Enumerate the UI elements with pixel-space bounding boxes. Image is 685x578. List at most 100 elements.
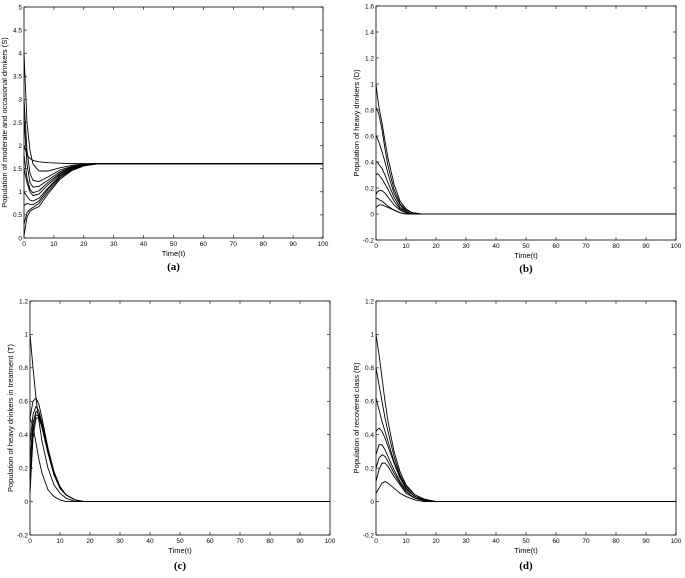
x-tick-label: 50 [522, 243, 530, 250]
x-tick-label: 100 [318, 241, 329, 248]
plot-frame [375, 5, 677, 241]
x-tick-label: 80 [260, 241, 268, 248]
x-tick-label: 0 [22, 241, 26, 248]
series-line-3 [375, 135, 676, 215]
series-line-8 [375, 204, 676, 215]
x-tick-label: 10 [402, 243, 410, 250]
y-tick-label: 0.4 [19, 432, 28, 439]
x-tick-label: 50 [176, 538, 184, 545]
y-tick-label: 1 [370, 81, 374, 88]
x-tick-label: 50 [170, 241, 178, 248]
x-tick-label: 60 [206, 538, 214, 545]
y-tick-label: -0.2 [17, 532, 29, 539]
x-tick-label: 30 [462, 538, 470, 545]
series-line-3 [375, 397, 676, 503]
series-line-8 [375, 481, 676, 503]
x-axis-label: Time(t) [514, 251, 538, 260]
series-line-5 [375, 444, 676, 503]
series-line-3 [23, 117, 323, 188]
chart-d-svg: 0 10 20 30 40 50 60 70 80 90 100-0.200.20.40.60.81… [352, 298, 682, 572]
y-tick-label: -0.2 [363, 532, 375, 539]
chart-c-svg: 0 10 20 30 40 50 60 70 80 90 100-0.200.20.40.60.81… [6, 298, 336, 572]
y-tick-label: 1.2 [19, 298, 28, 305]
y-tick-label: 0.6 [365, 399, 374, 406]
x-tick-label: 20 [432, 243, 440, 250]
panel-label: (d) [519, 560, 533, 572]
y-tick-label: 1.4 [365, 29, 374, 36]
y-tick-label: 0.2 [19, 465, 28, 472]
x-axis-label: Time(t) [168, 546, 192, 555]
x-tick-label: 10 [50, 241, 58, 248]
y-tick-label: 0 [18, 235, 22, 242]
series-line-5 [23, 154, 323, 194]
series-line-7 [375, 462, 676, 503]
x-tick-label: 40 [492, 538, 500, 545]
x-tick-label: 90 [289, 241, 297, 248]
y-tick-label: 0 [24, 499, 28, 506]
series-line-5 [375, 173, 676, 215]
x-tick-label: 0 [28, 538, 32, 545]
series-line-5 [29, 414, 330, 503]
series-line-10 [23, 163, 323, 236]
series-line-4 [375, 427, 676, 503]
x-tick-label: 20 [86, 538, 94, 545]
plot-frame [23, 6, 324, 239]
x-tick-label: 70 [582, 243, 590, 250]
y-tick-label: 0.8 [19, 365, 28, 372]
y-tick-label: -0.2 [363, 237, 375, 244]
y-tick-label: 1 [18, 189, 22, 196]
y-axis-label: Population of recovered class (R) [352, 362, 361, 473]
y-tick-label: 0.8 [365, 107, 374, 114]
y-axis-label: Population of heavy drinkers (D) [352, 69, 361, 177]
x-tick-label: 60 [552, 538, 560, 545]
y-tick-label: 0.8 [365, 365, 374, 372]
series-line-1 [375, 334, 676, 503]
x-tick-label: 20 [80, 241, 88, 248]
series-line-1 [29, 334, 330, 503]
panel-d: 0 10 20 30 40 50 60 70 80 90 100 -0.2 0 0.2 0.4 0.6 0.8 1… [342, 289, 685, 578]
y-tick-label: 0.6 [19, 399, 28, 406]
panel-label: (b) [519, 263, 533, 275]
series-line-1 [23, 53, 323, 172]
panel-a: 0 10 20 30 40 50 60 70 80 90 100 0 0.5 1 1.5 2 2.5 3 3.5 4 4… [0, 0, 342, 289]
y-tick-label: 0 [370, 211, 374, 218]
x-tick-label: 30 [110, 241, 118, 248]
x-tick-label: 80 [612, 243, 620, 250]
x-tick-label: 40 [492, 243, 500, 250]
y-tick-label: 0.5 [13, 212, 22, 219]
y-tick-label: 1.2 [365, 55, 374, 62]
series-line-4 [376, 161, 676, 215]
x-tick-label: 60 [200, 241, 208, 248]
x-tick-label: 70 [230, 241, 238, 248]
series-line-2 [375, 367, 676, 503]
x-tick-label: 30 [116, 538, 124, 545]
x-tick-label: 100 [671, 243, 682, 250]
x-tick-label: 100 [671, 538, 682, 545]
chart-b-svg: 0 10 20 30 40 50 60 70 80 90 100-0.200.20.40.60.81… [352, 3, 682, 275]
series-line-2 [29, 397, 330, 503]
x-tick-label: 80 [266, 538, 274, 545]
x-tick-label: 70 [236, 538, 244, 545]
y-tick-label: 3.5 [13, 74, 22, 81]
panel-b: 0 10 20 30 40 50 60 70 80 90 100 -0.2 0 0.2 0.4 0.6 0.8 1… [342, 0, 685, 289]
x-axis-label: Time(t) [162, 249, 186, 258]
x-tick-label: 60 [552, 243, 560, 250]
y-tick-label: 1.5 [13, 166, 22, 173]
y-tick-label: 1 [24, 332, 28, 339]
y-tick-label: 2.5 [13, 120, 22, 127]
x-tick-label: 40 [140, 241, 148, 248]
y-tick-label: 0.4 [365, 432, 374, 439]
y-tick-label: 1 [370, 332, 374, 339]
x-tick-label: 30 [462, 243, 470, 250]
y-tick-label: 1.6 [365, 3, 374, 10]
y-tick-label: 0.2 [365, 465, 374, 472]
series-line-2 [375, 107, 676, 215]
y-tick-label: 0 [370, 499, 374, 506]
y-tick-label: 3 [18, 97, 22, 104]
series-line-4 [23, 145, 323, 165]
y-tick-label: 0.6 [365, 133, 374, 140]
x-tick-label: 80 [612, 538, 620, 545]
x-tick-label: 10 [402, 538, 410, 545]
y-axis-label: Population of heavy drinkers in treatmen… [6, 344, 15, 492]
x-tick-label: 100 [325, 538, 336, 545]
